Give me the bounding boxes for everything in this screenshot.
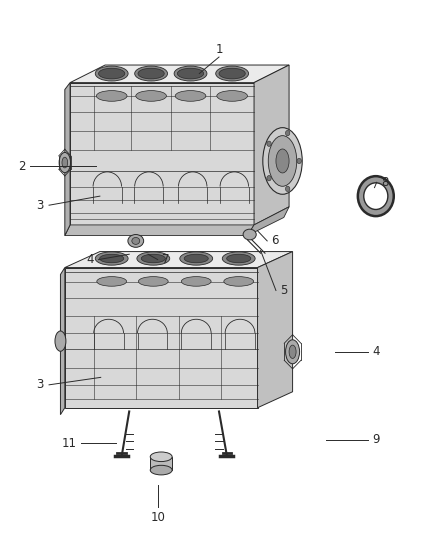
Ellipse shape [95, 66, 128, 81]
Polygon shape [65, 225, 254, 236]
Ellipse shape [55, 331, 66, 351]
Ellipse shape [138, 68, 164, 79]
Ellipse shape [181, 277, 211, 286]
Ellipse shape [227, 254, 251, 263]
Text: 11: 11 [62, 437, 77, 450]
Text: 4: 4 [372, 345, 380, 358]
Polygon shape [258, 252, 293, 408]
Text: 4: 4 [87, 253, 94, 266]
Ellipse shape [286, 340, 300, 364]
Ellipse shape [134, 66, 167, 81]
Polygon shape [247, 207, 289, 236]
Ellipse shape [276, 149, 289, 173]
Text: 8: 8 [381, 176, 389, 189]
Ellipse shape [267, 141, 271, 147]
Ellipse shape [137, 252, 170, 265]
Ellipse shape [364, 183, 388, 209]
Text: 3: 3 [36, 199, 44, 212]
Polygon shape [150, 457, 172, 470]
Ellipse shape [62, 157, 67, 168]
Ellipse shape [263, 128, 302, 195]
Text: 7: 7 [162, 253, 170, 266]
Ellipse shape [97, 277, 127, 286]
Text: 3: 3 [36, 378, 44, 391]
Text: 1: 1 [215, 43, 223, 56]
Ellipse shape [267, 175, 271, 181]
Ellipse shape [150, 452, 172, 462]
Ellipse shape [289, 345, 296, 358]
Polygon shape [65, 268, 258, 408]
Polygon shape [70, 83, 254, 225]
Text: 6: 6 [272, 235, 279, 247]
Polygon shape [254, 65, 289, 225]
Ellipse shape [286, 186, 290, 191]
Ellipse shape [217, 91, 247, 101]
Ellipse shape [150, 465, 172, 475]
Ellipse shape [215, 66, 249, 81]
Ellipse shape [286, 131, 290, 136]
Text: 10: 10 [150, 511, 165, 523]
Ellipse shape [243, 229, 256, 240]
Ellipse shape [136, 91, 166, 101]
Ellipse shape [174, 66, 207, 81]
Ellipse shape [177, 68, 204, 79]
Ellipse shape [184, 254, 208, 263]
Ellipse shape [358, 176, 394, 216]
Ellipse shape [268, 136, 297, 187]
Ellipse shape [219, 68, 245, 79]
Ellipse shape [95, 252, 128, 265]
Ellipse shape [128, 235, 144, 247]
Polygon shape [70, 65, 289, 83]
Ellipse shape [141, 254, 165, 263]
Ellipse shape [99, 254, 124, 263]
Ellipse shape [132, 238, 140, 244]
Text: 9: 9 [372, 433, 380, 446]
Ellipse shape [175, 91, 206, 101]
Polygon shape [60, 268, 65, 415]
Ellipse shape [180, 252, 213, 265]
Ellipse shape [222, 252, 255, 265]
Ellipse shape [138, 277, 168, 286]
Ellipse shape [59, 152, 71, 173]
Ellipse shape [224, 277, 254, 286]
Text: 5: 5 [280, 284, 288, 297]
Polygon shape [65, 252, 293, 268]
Ellipse shape [99, 68, 125, 79]
Text: 2: 2 [18, 160, 25, 173]
Ellipse shape [96, 91, 127, 101]
Polygon shape [65, 83, 70, 236]
Ellipse shape [297, 158, 301, 164]
